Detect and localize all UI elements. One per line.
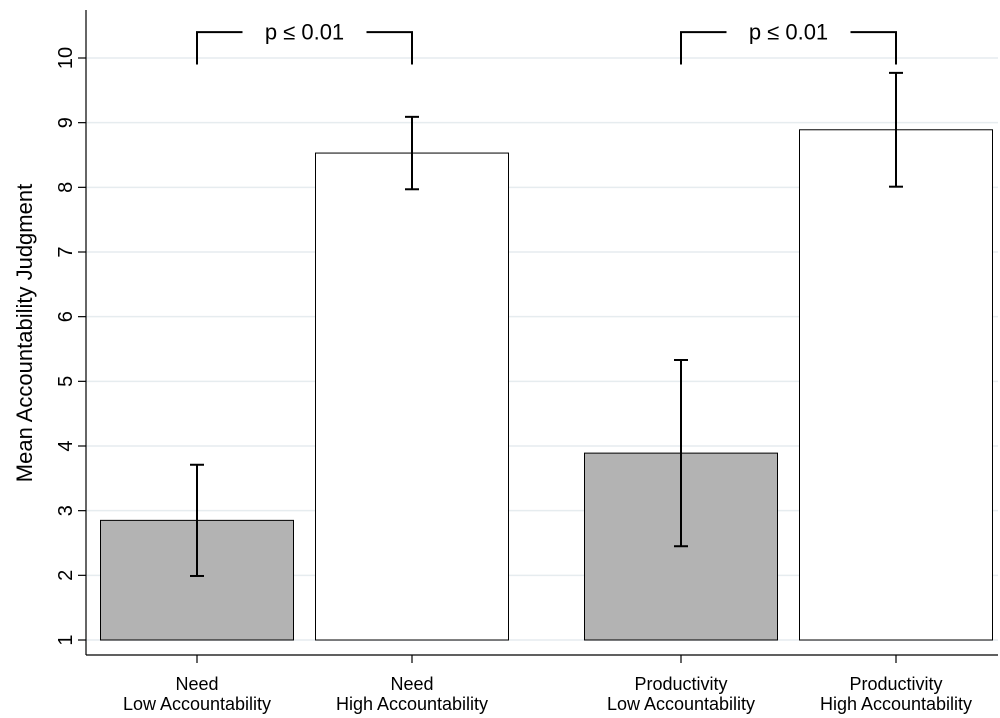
significance-bracket-left xyxy=(196,31,243,65)
bar xyxy=(315,152,509,641)
y-axis-title: Mean Accountability Judgment xyxy=(12,184,37,482)
y-tick-label: 3 xyxy=(55,505,77,516)
y-tick-label: 2 xyxy=(55,570,77,581)
y-tick-label: 10 xyxy=(55,47,77,69)
x-tick-label-group: Need xyxy=(390,674,433,694)
x-tick-label-condition: Low Accountability xyxy=(607,694,755,714)
x-tick-label-condition: Low Accountability xyxy=(123,694,271,714)
significance-label: p ≤ 0.01 xyxy=(749,20,828,45)
y-tick-label: 1 xyxy=(55,634,77,645)
x-tick-label-condition: High Accountability xyxy=(820,694,972,714)
y-tick-label: 8 xyxy=(55,182,77,193)
bars xyxy=(100,129,993,641)
error-bars xyxy=(190,71,903,577)
bar xyxy=(799,129,993,641)
y-tick-label: 4 xyxy=(55,440,77,451)
y-tick-label: 5 xyxy=(55,376,77,387)
significance-annotations: p ≤ 0.01 p ≤ 0.01 xyxy=(196,20,897,65)
x-tick-label-group: Productivity xyxy=(634,674,727,694)
significance-bracket-right xyxy=(850,31,897,65)
y-tick-label: 6 xyxy=(55,311,77,322)
significance-label: p ≤ 0.01 xyxy=(265,20,344,45)
x-tick-label-condition: High Accountability xyxy=(336,694,488,714)
x-tick-label-group: Need xyxy=(175,674,218,694)
y-tick-label: 9 xyxy=(55,117,77,128)
significance-bracket-right xyxy=(366,31,413,65)
x-tick-label-group: Productivity xyxy=(849,674,942,694)
significance-bracket-left xyxy=(680,31,727,65)
y-tick-label: 7 xyxy=(55,246,77,257)
